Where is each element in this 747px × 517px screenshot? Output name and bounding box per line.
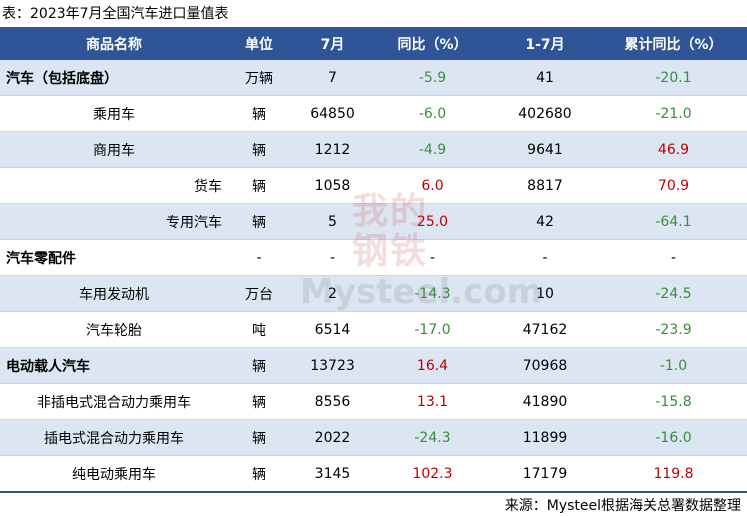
name-cell: 专用汽车	[0, 203, 228, 240]
data-cell: -64.1	[600, 203, 747, 240]
data-cell: -	[290, 239, 375, 276]
table-row: 汽车（包括底盘） 万辆 7 -5.9 41 -20.1	[0, 60, 747, 96]
data-cell: 7	[290, 60, 375, 96]
table-row: 插电式混合动力乘用车辆 2022 -24.3 11899 -16.0	[0, 419, 747, 456]
data-cell: 辆	[228, 203, 290, 240]
header-cell: 7月	[290, 27, 375, 60]
header-cell: 1-7月	[490, 27, 600, 60]
table-row: 车用发动机 万台 2 -14.3 10 -24.5	[0, 275, 747, 312]
data-cell: 3145	[290, 455, 375, 492]
data-cell: 10	[490, 275, 600, 312]
data-cell: 8817	[490, 167, 600, 204]
data-cell: 70.9	[600, 167, 747, 204]
data-cell: -	[228, 239, 290, 276]
header-cell: 商品名称	[0, 27, 228, 60]
data-cell: 11899	[490, 419, 600, 456]
table-row: 汽车轮胎吨 6514 -17.0 47162 -23.9	[0, 311, 747, 348]
data-cell: 41890	[490, 383, 600, 420]
data-cell: 辆	[228, 167, 290, 204]
data-cell: 25.0	[375, 203, 490, 240]
data-cell: -15.8	[600, 383, 747, 420]
name-cell: 货车	[0, 167, 228, 204]
bottom-rule	[0, 491, 747, 493]
source-note: 来源：Mysteel根据海关总署数据整理	[504, 498, 741, 514]
data-cell: 47162	[490, 311, 600, 348]
data-cell: 402680	[490, 95, 600, 132]
data-cell: 辆	[228, 95, 290, 132]
data-cell: -5.9	[375, 60, 490, 96]
data-cell: 41	[490, 60, 600, 96]
data-cell: -1.0	[600, 347, 747, 384]
name-cell: 汽车（包括底盘）	[0, 60, 228, 96]
data-cell: 70968	[490, 347, 600, 384]
name-cell: 汽车轮胎	[0, 311, 228, 348]
data-cell: 119.8	[600, 455, 747, 492]
data-cell: -	[490, 239, 600, 276]
data-cell: -17.0	[375, 311, 490, 348]
table-body: 汽车（包括底盘） 万辆 7 -5.9 41 -20.1 乘用车辆 64850 -6.0 40268…	[0, 60, 747, 492]
name-cell: 汽车零配件	[0, 239, 228, 276]
table-row: 汽车零配件 - - - - -	[0, 239, 747, 276]
data-cell: -14.3	[375, 275, 490, 312]
data-cell: 46.9	[600, 131, 747, 168]
data-cell: 13723	[290, 347, 375, 384]
data-cell: 1058	[290, 167, 375, 204]
data-cell: 吨	[228, 311, 290, 348]
table-title: 表：2023年7月全国汽车进口量值表	[2, 6, 229, 22]
table-row: 纯电动乘用车辆 3145 102.3 17179 119.8	[0, 455, 747, 492]
data-cell: 万辆	[228, 60, 290, 96]
data-cell: 2022	[290, 419, 375, 456]
name-cell: 电动载人汽车	[0, 347, 228, 384]
data-cell: 万台	[228, 275, 290, 312]
name-cell: 插电式混合动力乘用车	[0, 419, 228, 456]
data-cell: -6.0	[375, 95, 490, 132]
data-cell: 8556	[290, 383, 375, 420]
name-cell: 非插电式混合动力乘用车	[0, 383, 228, 420]
table-row: 非插电式混合动力乘用车辆 8556 13.1 41890 -15.8	[0, 383, 747, 420]
table-row: 商用车辆 1212 -4.9 9641 46.9	[0, 131, 747, 168]
data-table: 商品名称 单位 7月 同比（%） 1-7月 累计同比（%） 汽车（包括底盘） 万辆 7 -5.9…	[0, 27, 747, 492]
table-row: 货车辆 1058 6.0 8817 70.9	[0, 167, 747, 204]
header-row: 商品名称 单位 7月 同比（%） 1-7月 累计同比（%）	[0, 27, 747, 60]
header-cell: 单位	[228, 27, 290, 60]
data-cell: 17179	[490, 455, 600, 492]
data-cell: 42	[490, 203, 600, 240]
name-cell: 乘用车	[0, 95, 228, 132]
header-cell: 累计同比（%）	[600, 27, 747, 60]
name-cell: 车用发动机	[0, 275, 228, 312]
data-cell: 102.3	[375, 455, 490, 492]
data-cell: 辆	[228, 455, 290, 492]
data-cell: 6.0	[375, 167, 490, 204]
data-cell: -23.9	[600, 311, 747, 348]
data-cell: -	[600, 239, 747, 276]
data-cell: 64850	[290, 95, 375, 132]
data-cell: -	[375, 239, 490, 276]
table-row: 电动载人汽车辆 13723 16.4 70968 -1.0	[0, 347, 747, 384]
data-cell: 辆	[228, 347, 290, 384]
data-cell: -24.5	[600, 275, 747, 312]
data-cell: -16.0	[600, 419, 747, 456]
data-cell: -4.9	[375, 131, 490, 168]
data-cell: -21.0	[600, 95, 747, 132]
data-cell: 辆	[228, 131, 290, 168]
data-cell: -20.1	[600, 60, 747, 96]
data-cell: 16.4	[375, 347, 490, 384]
data-cell: 辆	[228, 383, 290, 420]
data-cell: 13.1	[375, 383, 490, 420]
data-cell: 9641	[490, 131, 600, 168]
data-cell: 2	[290, 275, 375, 312]
header-cell: 同比（%）	[375, 27, 490, 60]
table-row: 乘用车辆 64850 -6.0 402680 -21.0	[0, 95, 747, 132]
table-row: 专用汽车辆 5 25.0 42 -64.1	[0, 203, 747, 240]
data-cell: 6514	[290, 311, 375, 348]
data-cell: 1212	[290, 131, 375, 168]
data-cell: 5	[290, 203, 375, 240]
data-cell: 辆	[228, 419, 290, 456]
name-cell: 纯电动乘用车	[0, 455, 228, 492]
name-cell: 商用车	[0, 131, 228, 168]
data-cell: -24.3	[375, 419, 490, 456]
